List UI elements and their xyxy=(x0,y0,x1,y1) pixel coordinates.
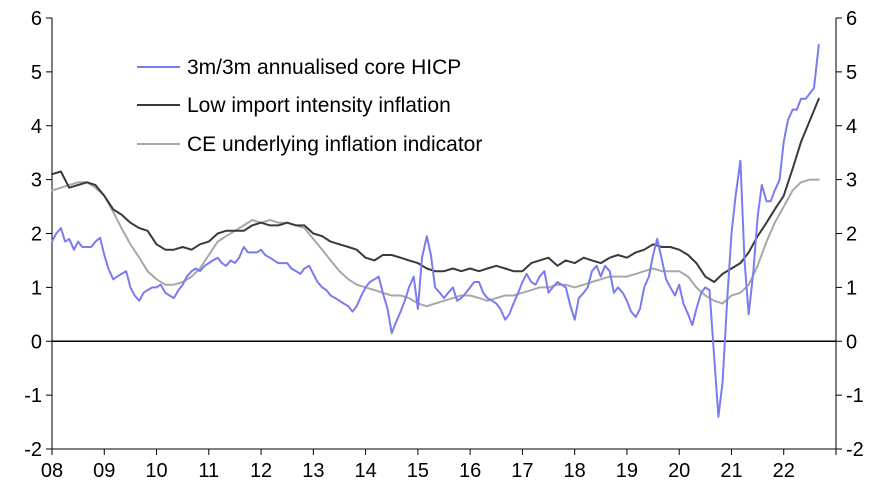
x-tick-label: 20 xyxy=(668,460,690,482)
legend-item-ce-underlying: CE underlying inflation indicator xyxy=(137,133,482,156)
legend-label-core-hicp: 3m/3m annualised core HICP xyxy=(187,56,461,79)
right-tick-label: 3 xyxy=(846,170,857,192)
left-y-ticks: -2 -1 0 1 2 3 4 5 6 xyxy=(24,8,52,461)
x-tick-label: 15 xyxy=(407,460,429,482)
x-tick-label: 18 xyxy=(564,460,586,482)
left-tick-label: 2 xyxy=(31,224,42,246)
x-tick-label: 12 xyxy=(250,460,272,482)
right-tick-label: -2 xyxy=(846,439,864,461)
legend: 3m/3m annualised core HICP Low import in… xyxy=(137,56,482,156)
x-tick-label: 22 xyxy=(773,460,795,482)
x-tick-label: 14 xyxy=(354,460,376,482)
right-tick-label: 2 xyxy=(846,224,857,246)
x-tick-label: 13 xyxy=(302,460,324,482)
left-tick-label: 5 xyxy=(31,62,42,84)
x-tick-label: 21 xyxy=(720,460,742,482)
x-tick-label: 19 xyxy=(616,460,638,482)
legend-label-low-import: Low import intensity inflation xyxy=(187,94,451,117)
series-line-low-import xyxy=(51,97,820,283)
x-tick-label: 16 xyxy=(459,460,481,482)
left-tick-label: 6 xyxy=(31,8,42,30)
x-ticks: 08 09 10 11 12 13 14 15 16 17 18 19 20 21 22 xyxy=(41,449,837,482)
x-tick-label: 11 xyxy=(198,460,219,482)
legend-item-low-import: Low import intensity inflation xyxy=(137,94,451,117)
left-tick-label: 0 xyxy=(31,331,42,353)
chart-axes xyxy=(51,18,837,450)
x-tick-label: 10 xyxy=(145,460,167,482)
right-tick-label: 4 xyxy=(846,116,857,138)
right-y-ticks: -2 -1 0 1 2 3 4 5 6 xyxy=(836,8,864,461)
x-tick-label: 17 xyxy=(511,460,533,482)
x-tick-label: 08 xyxy=(41,460,63,482)
right-tick-label: 1 xyxy=(846,277,857,299)
right-tick-label: 5 xyxy=(846,62,857,84)
left-tick-label: -1 xyxy=(24,385,42,407)
left-tick-label: 3 xyxy=(31,170,42,192)
series-line-ce-underlying xyxy=(51,178,820,308)
right-tick-label: 0 xyxy=(846,331,857,353)
right-tick-label: -1 xyxy=(846,385,864,407)
legend-item-core-hicp: 3m/3m annualised core HICP xyxy=(137,56,461,79)
left-tick-label: -2 xyxy=(24,439,42,461)
right-tick-label: 6 xyxy=(846,8,857,30)
series-lines xyxy=(51,43,820,418)
x-tick-label: 09 xyxy=(93,460,115,482)
left-tick-label: 1 xyxy=(31,277,42,299)
series-line-core-hicp xyxy=(51,43,820,418)
legend-label-ce-underlying: CE underlying inflation indicator xyxy=(187,133,482,156)
left-tick-label: 4 xyxy=(31,116,42,138)
